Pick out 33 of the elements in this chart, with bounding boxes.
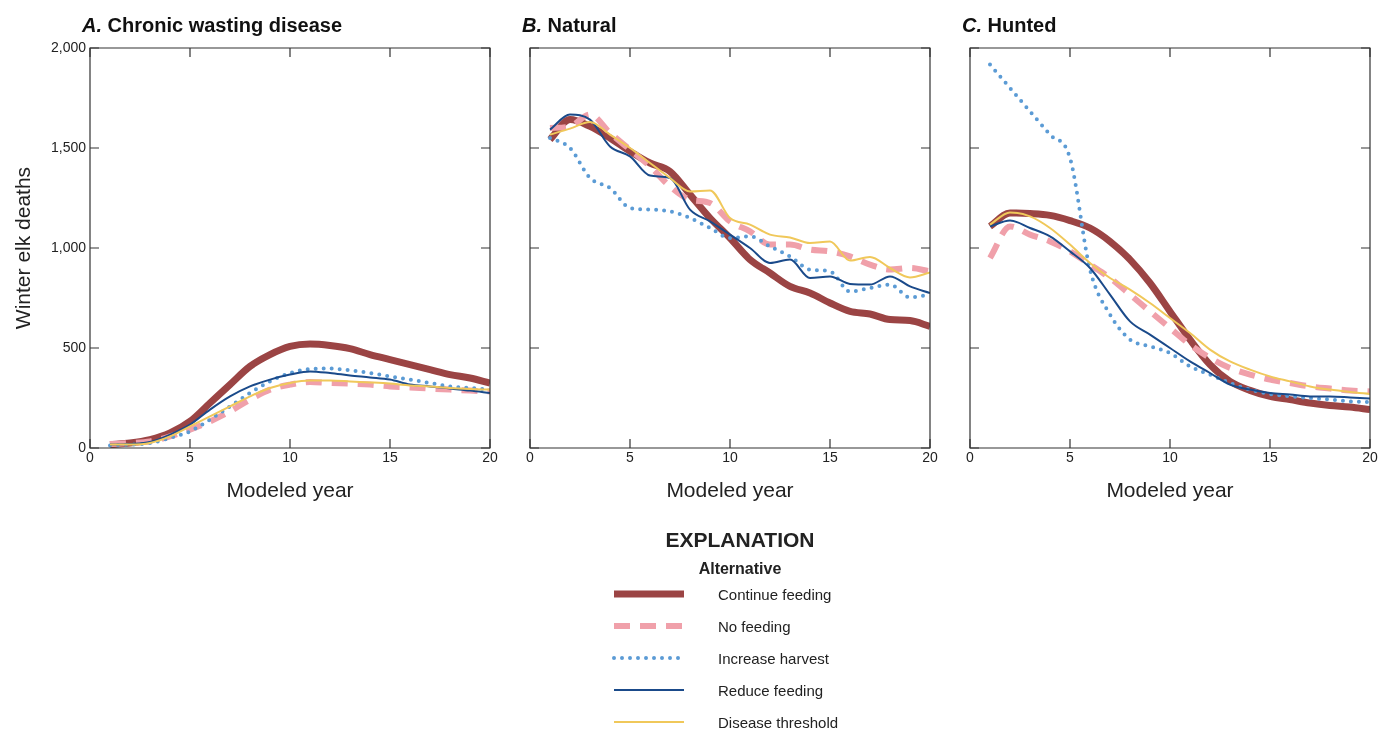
y-tick-label: 2,000: [50, 38, 87, 55]
x-tick-label: 15: [1262, 449, 1278, 466]
x-tick-label: 20: [482, 449, 498, 466]
legend-label: Continue feeding: [718, 585, 832, 603]
x-tick-label: 5: [626, 449, 635, 466]
y-tick-label: 1,000: [50, 238, 87, 255]
x-tick-label: 5: [186, 449, 195, 466]
legend-title: Alternative: [697, 560, 783, 578]
x-axis-title: Modeled year: [226, 478, 354, 502]
legend-label: Disease threshold: [718, 713, 839, 731]
chart-title: C. Hunted: [962, 14, 1057, 37]
legend-label: Reduce feeding: [718, 681, 824, 699]
x-tick-label: 10: [282, 449, 298, 466]
x-axis-title: Modeled year: [666, 478, 794, 502]
text: EXPLANATION: [664, 528, 816, 552]
legend-label: No feeding: [718, 617, 791, 635]
x-tick-label: 20: [1362, 449, 1378, 466]
chart-title: B. Natural: [522, 14, 617, 37]
y-tick-label: 1,500: [50, 138, 87, 155]
y-tick-label: 0: [78, 438, 87, 455]
chart-title: A. Chronic wasting disease: [82, 14, 343, 37]
x-tick-label: 0: [526, 449, 535, 466]
legend-label: Increase harvest: [718, 649, 829, 667]
x-tick-label: 5: [1066, 449, 1075, 466]
x-tick-label: 0: [966, 449, 975, 466]
y-axis-title: Winter elk deaths: [11, 166, 35, 330]
x-tick-label: 15: [382, 449, 398, 466]
x-tick-label: 15: [822, 449, 838, 466]
y-tick-label: 500: [62, 338, 87, 355]
x-axis-title: Modeled year: [1106, 478, 1234, 502]
x-tick-label: 10: [1162, 449, 1178, 466]
x-tick-label: 20: [922, 449, 938, 466]
x-tick-label: 10: [722, 449, 738, 466]
